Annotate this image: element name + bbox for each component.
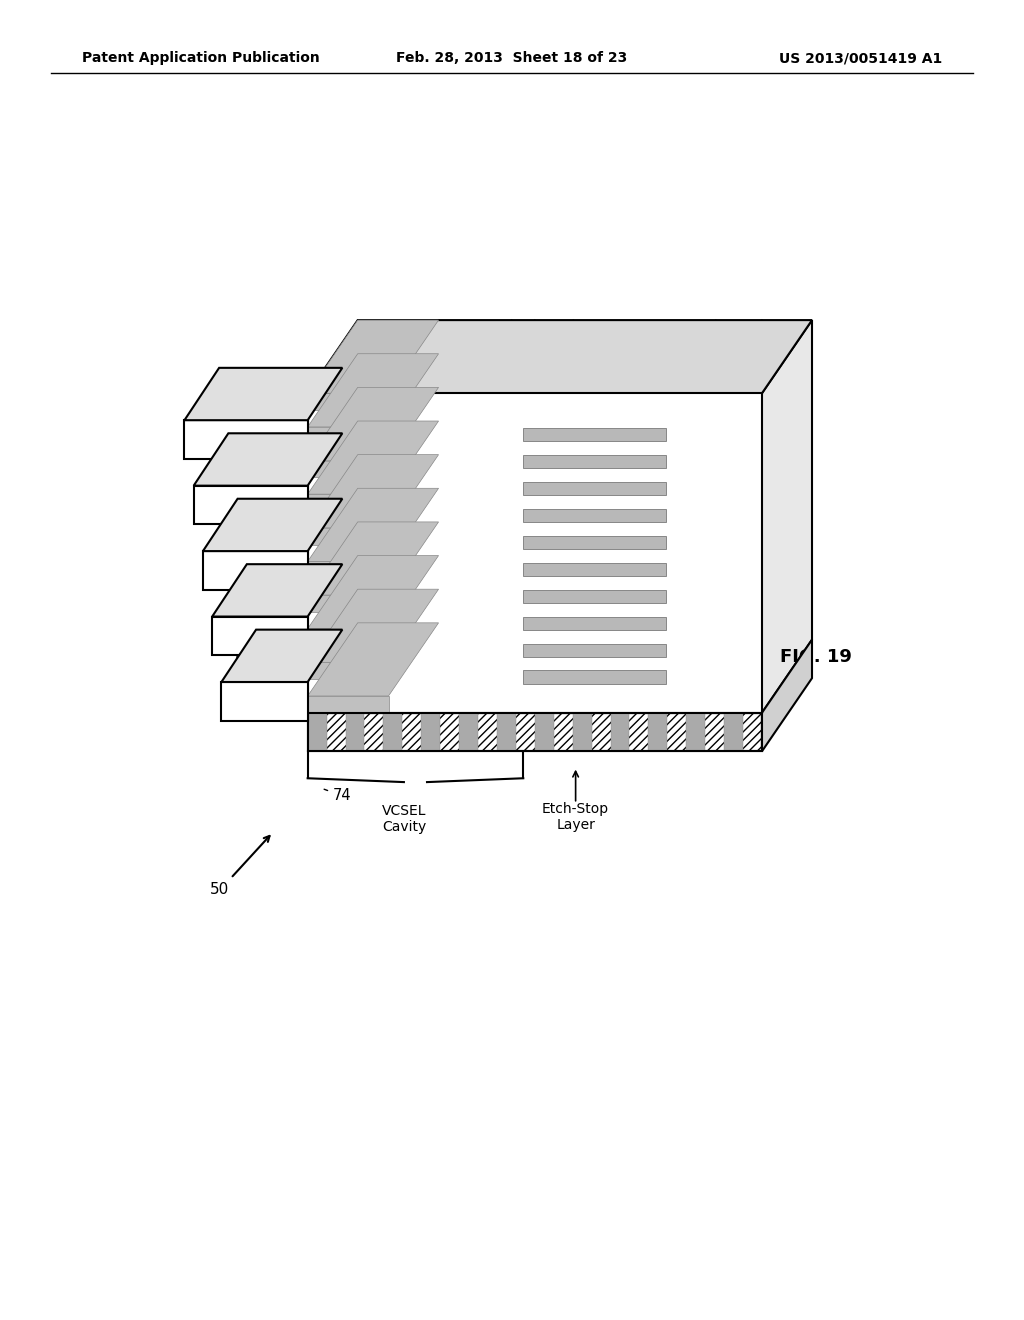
Polygon shape <box>307 421 438 494</box>
Polygon shape <box>523 671 666 684</box>
Text: 54: 54 <box>260 498 290 523</box>
Polygon shape <box>307 454 438 528</box>
Polygon shape <box>523 455 666 469</box>
Polygon shape <box>307 589 438 663</box>
Text: 62: 62 <box>515 329 535 391</box>
Polygon shape <box>459 713 478 751</box>
Polygon shape <box>307 521 438 595</box>
Polygon shape <box>523 616 666 630</box>
Polygon shape <box>307 623 438 696</box>
Text: 74: 74 <box>325 788 351 804</box>
Polygon shape <box>523 482 666 495</box>
Text: 68: 68 <box>617 611 646 632</box>
Polygon shape <box>523 590 666 603</box>
Polygon shape <box>307 628 388 645</box>
Text: 72: 72 <box>707 329 725 391</box>
Polygon shape <box>307 387 438 461</box>
Polygon shape <box>307 426 388 444</box>
Polygon shape <box>523 644 666 657</box>
Polygon shape <box>203 499 342 552</box>
Polygon shape <box>686 713 706 751</box>
Polygon shape <box>307 561 388 578</box>
Polygon shape <box>203 552 307 590</box>
Text: 56: 56 <box>246 552 270 576</box>
Text: 70: 70 <box>658 329 678 391</box>
Polygon shape <box>212 616 307 655</box>
Polygon shape <box>307 528 388 545</box>
Polygon shape <box>307 556 438 628</box>
Polygon shape <box>345 713 365 751</box>
Text: VCSEL
Cavity: VCSEL Cavity <box>382 804 426 834</box>
Polygon shape <box>762 640 812 751</box>
Text: Patent Application Publication: Patent Application Publication <box>82 51 319 65</box>
Polygon shape <box>648 713 668 751</box>
Polygon shape <box>307 393 762 713</box>
Polygon shape <box>221 630 342 682</box>
Polygon shape <box>307 488 438 561</box>
Text: 60: 60 <box>477 329 496 391</box>
Text: US 2013/0051419 A1: US 2013/0051419 A1 <box>779 51 942 65</box>
Polygon shape <box>535 713 554 751</box>
Text: 66: 66 <box>534 627 569 648</box>
Polygon shape <box>610 713 630 751</box>
Polygon shape <box>497 713 516 751</box>
Text: 50: 50 <box>210 882 228 898</box>
Polygon shape <box>523 428 666 441</box>
Polygon shape <box>307 713 762 751</box>
Polygon shape <box>762 321 812 713</box>
Text: Substrate: Substrate <box>696 515 712 587</box>
Polygon shape <box>194 433 342 486</box>
Polygon shape <box>307 393 388 411</box>
Text: FIG. 19: FIG. 19 <box>780 648 852 667</box>
Polygon shape <box>307 713 327 751</box>
Text: Suspended
HCG: Suspended HCG <box>211 636 289 667</box>
Polygon shape <box>572 713 592 751</box>
Polygon shape <box>307 595 388 612</box>
Polygon shape <box>307 696 388 713</box>
Text: Feb. 28, 2013  Sheet 18 of 23: Feb. 28, 2013 Sheet 18 of 23 <box>396 51 628 65</box>
Polygon shape <box>184 368 342 420</box>
Polygon shape <box>221 682 307 721</box>
Polygon shape <box>307 494 388 511</box>
Text: 58: 58 <box>457 329 475 391</box>
Polygon shape <box>212 564 342 616</box>
Polygon shape <box>184 420 307 459</box>
Text: Etch-Stop
Layer: Etch-Stop Layer <box>542 801 609 832</box>
Polygon shape <box>194 486 307 524</box>
Polygon shape <box>307 461 388 478</box>
Polygon shape <box>383 713 402 751</box>
Text: 64: 64 <box>528 404 569 441</box>
Polygon shape <box>523 536 666 549</box>
Polygon shape <box>523 562 666 576</box>
Polygon shape <box>724 713 743 751</box>
Polygon shape <box>421 713 440 751</box>
Polygon shape <box>307 354 438 426</box>
Polygon shape <box>307 663 388 680</box>
Polygon shape <box>523 508 666 523</box>
Polygon shape <box>307 321 438 393</box>
Text: 52: 52 <box>383 329 401 391</box>
Polygon shape <box>307 321 812 393</box>
